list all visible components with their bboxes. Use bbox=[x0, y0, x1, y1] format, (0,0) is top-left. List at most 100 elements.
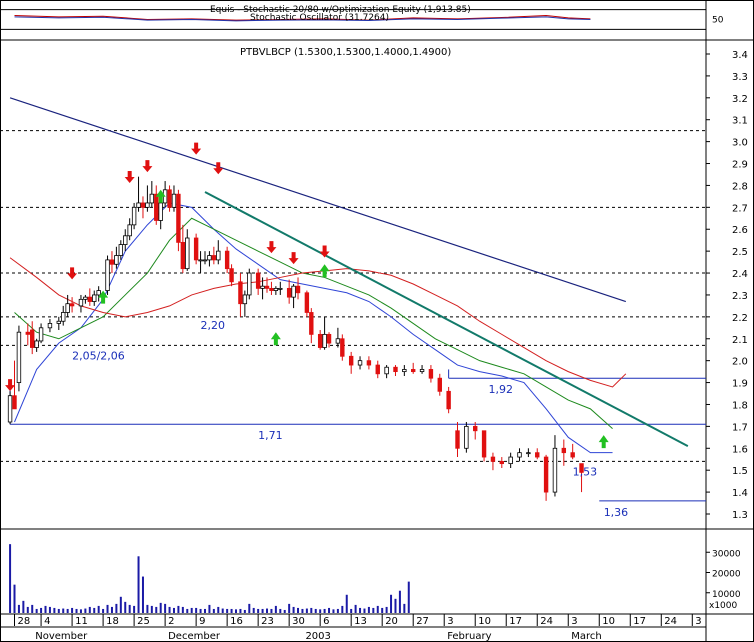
candle-body bbox=[238, 281, 243, 305]
sell-arrow-11 bbox=[319, 245, 330, 258]
sell-arrow-10 bbox=[288, 252, 299, 265]
price-tick-label-15: 2.8 bbox=[732, 181, 748, 192]
volume-bar bbox=[270, 608, 273, 613]
volume-bar bbox=[17, 604, 20, 613]
volume-bar bbox=[257, 608, 260, 613]
month-label-4: March bbox=[571, 631, 601, 642]
volume-bar bbox=[75, 608, 78, 613]
volume-bar bbox=[310, 607, 313, 613]
buy-arrow-13 bbox=[598, 435, 609, 449]
volume-tick-label-2: 10000 bbox=[712, 590, 741, 600]
candle-body bbox=[326, 333, 332, 344]
candle-body bbox=[419, 369, 425, 373]
x-tick-label-6: 9 bbox=[199, 616, 205, 627]
volume-bar bbox=[66, 608, 69, 613]
candle-body bbox=[348, 355, 354, 366]
volume-bar bbox=[336, 608, 339, 613]
candle-body bbox=[273, 287, 279, 291]
candle-body bbox=[149, 193, 155, 204]
x-tick-label-10: 6 bbox=[323, 616, 329, 627]
candle-body bbox=[526, 452, 531, 455]
candle-body bbox=[340, 338, 345, 357]
candle-body bbox=[140, 202, 146, 208]
x-tick-label-16: 17 bbox=[509, 616, 522, 627]
price-axis: 1.3 1.4 1.5 1.6 1.7 1.8 1.9 2.0 2.1 2.2 2.3 2.4 2.5 2… bbox=[706, 50, 748, 521]
sell-arrow-8 bbox=[266, 241, 277, 254]
candle-body bbox=[322, 333, 327, 348]
volume-bar bbox=[221, 608, 224, 613]
candle-body bbox=[304, 292, 310, 313]
volume-bar bbox=[372, 607, 375, 613]
candle-body bbox=[25, 331, 30, 335]
x-tick-label-2: 11 bbox=[75, 616, 88, 627]
volume-bar bbox=[226, 608, 229, 613]
volume-bar bbox=[274, 605, 277, 613]
volume-bar bbox=[150, 605, 153, 613]
price-tick-label-1: 1.4 bbox=[732, 488, 748, 499]
volume-bar bbox=[323, 608, 326, 613]
volume-bar bbox=[367, 606, 370, 613]
stoch-line-0 bbox=[14, 15, 591, 21]
buy-arrow-9 bbox=[270, 332, 281, 346]
volume-bar bbox=[106, 604, 109, 613]
volume-bar bbox=[128, 604, 131, 613]
volume-bar bbox=[79, 609, 82, 613]
candle-body bbox=[176, 193, 181, 243]
candle-body bbox=[7, 395, 13, 423]
volume-bar bbox=[115, 603, 118, 613]
candle-body bbox=[317, 333, 323, 348]
volume-bar bbox=[363, 608, 366, 613]
x-tick-label-5: 2 bbox=[168, 616, 174, 627]
volume-bar bbox=[195, 607, 198, 613]
price-tick-label-5: 1.8 bbox=[732, 400, 748, 411]
candle-body bbox=[335, 338, 341, 344]
volume-bar bbox=[133, 605, 136, 613]
candle-body bbox=[38, 327, 44, 342]
volume-bar bbox=[181, 606, 184, 613]
x-tick-label-20: 17 bbox=[633, 616, 646, 627]
volume-bar bbox=[35, 608, 38, 613]
volume-bar bbox=[159, 602, 162, 613]
stoch-label-1: Stochastic Oscillator (31.7264) bbox=[250, 13, 389, 23]
volume-bar bbox=[390, 594, 393, 613]
candle-body bbox=[193, 237, 199, 261]
price-tick-label-2: 1.5 bbox=[732, 466, 748, 477]
volume-bar bbox=[124, 601, 127, 613]
candle-body bbox=[34, 340, 39, 348]
month-label-2: 2003 bbox=[305, 631, 330, 642]
annotation-2: 1,53 bbox=[573, 466, 598, 479]
candle-body bbox=[264, 285, 270, 289]
buy-arrow-12 bbox=[319, 264, 330, 278]
volume-bar bbox=[186, 608, 189, 613]
candle-body bbox=[131, 206, 137, 226]
candle-body bbox=[535, 452, 540, 458]
candle-body bbox=[202, 259, 208, 262]
price-tick-label-0: 1.3 bbox=[732, 510, 748, 521]
candle-body bbox=[295, 285, 301, 294]
candle-body bbox=[96, 290, 101, 296]
volume-bar bbox=[44, 605, 47, 613]
candle-body bbox=[446, 390, 451, 410]
candle-body bbox=[473, 425, 478, 432]
volume-bar bbox=[190, 607, 193, 613]
candle-body bbox=[109, 259, 115, 265]
sell-arrow-4 bbox=[124, 171, 135, 184]
stoch-tick-0: 50 bbox=[712, 16, 724, 26]
volume-bar bbox=[71, 607, 74, 613]
volume-bar bbox=[119, 596, 122, 613]
candle-body bbox=[105, 259, 110, 291]
candle-body bbox=[65, 303, 70, 313]
price-tick-label-16: 2.9 bbox=[732, 160, 748, 171]
volume-bar bbox=[398, 590, 401, 613]
trend-line-0 bbox=[9, 97, 627, 303]
candle-body bbox=[198, 259, 203, 262]
candle-body bbox=[499, 461, 504, 465]
candle-body bbox=[16, 331, 22, 383]
price-tick-label-7: 2.0 bbox=[732, 357, 748, 368]
chart-title: PTBVLBCP (1.5300,1.5300,1.4000,1.4900) bbox=[240, 47, 451, 58]
support-label-1: 1,92 bbox=[489, 383, 514, 396]
x-tick-label-17: 24 bbox=[540, 616, 553, 627]
candle-body bbox=[366, 360, 372, 366]
price-tick-label-12: 2.5 bbox=[732, 247, 748, 258]
sell-arrow-5 bbox=[142, 160, 153, 173]
